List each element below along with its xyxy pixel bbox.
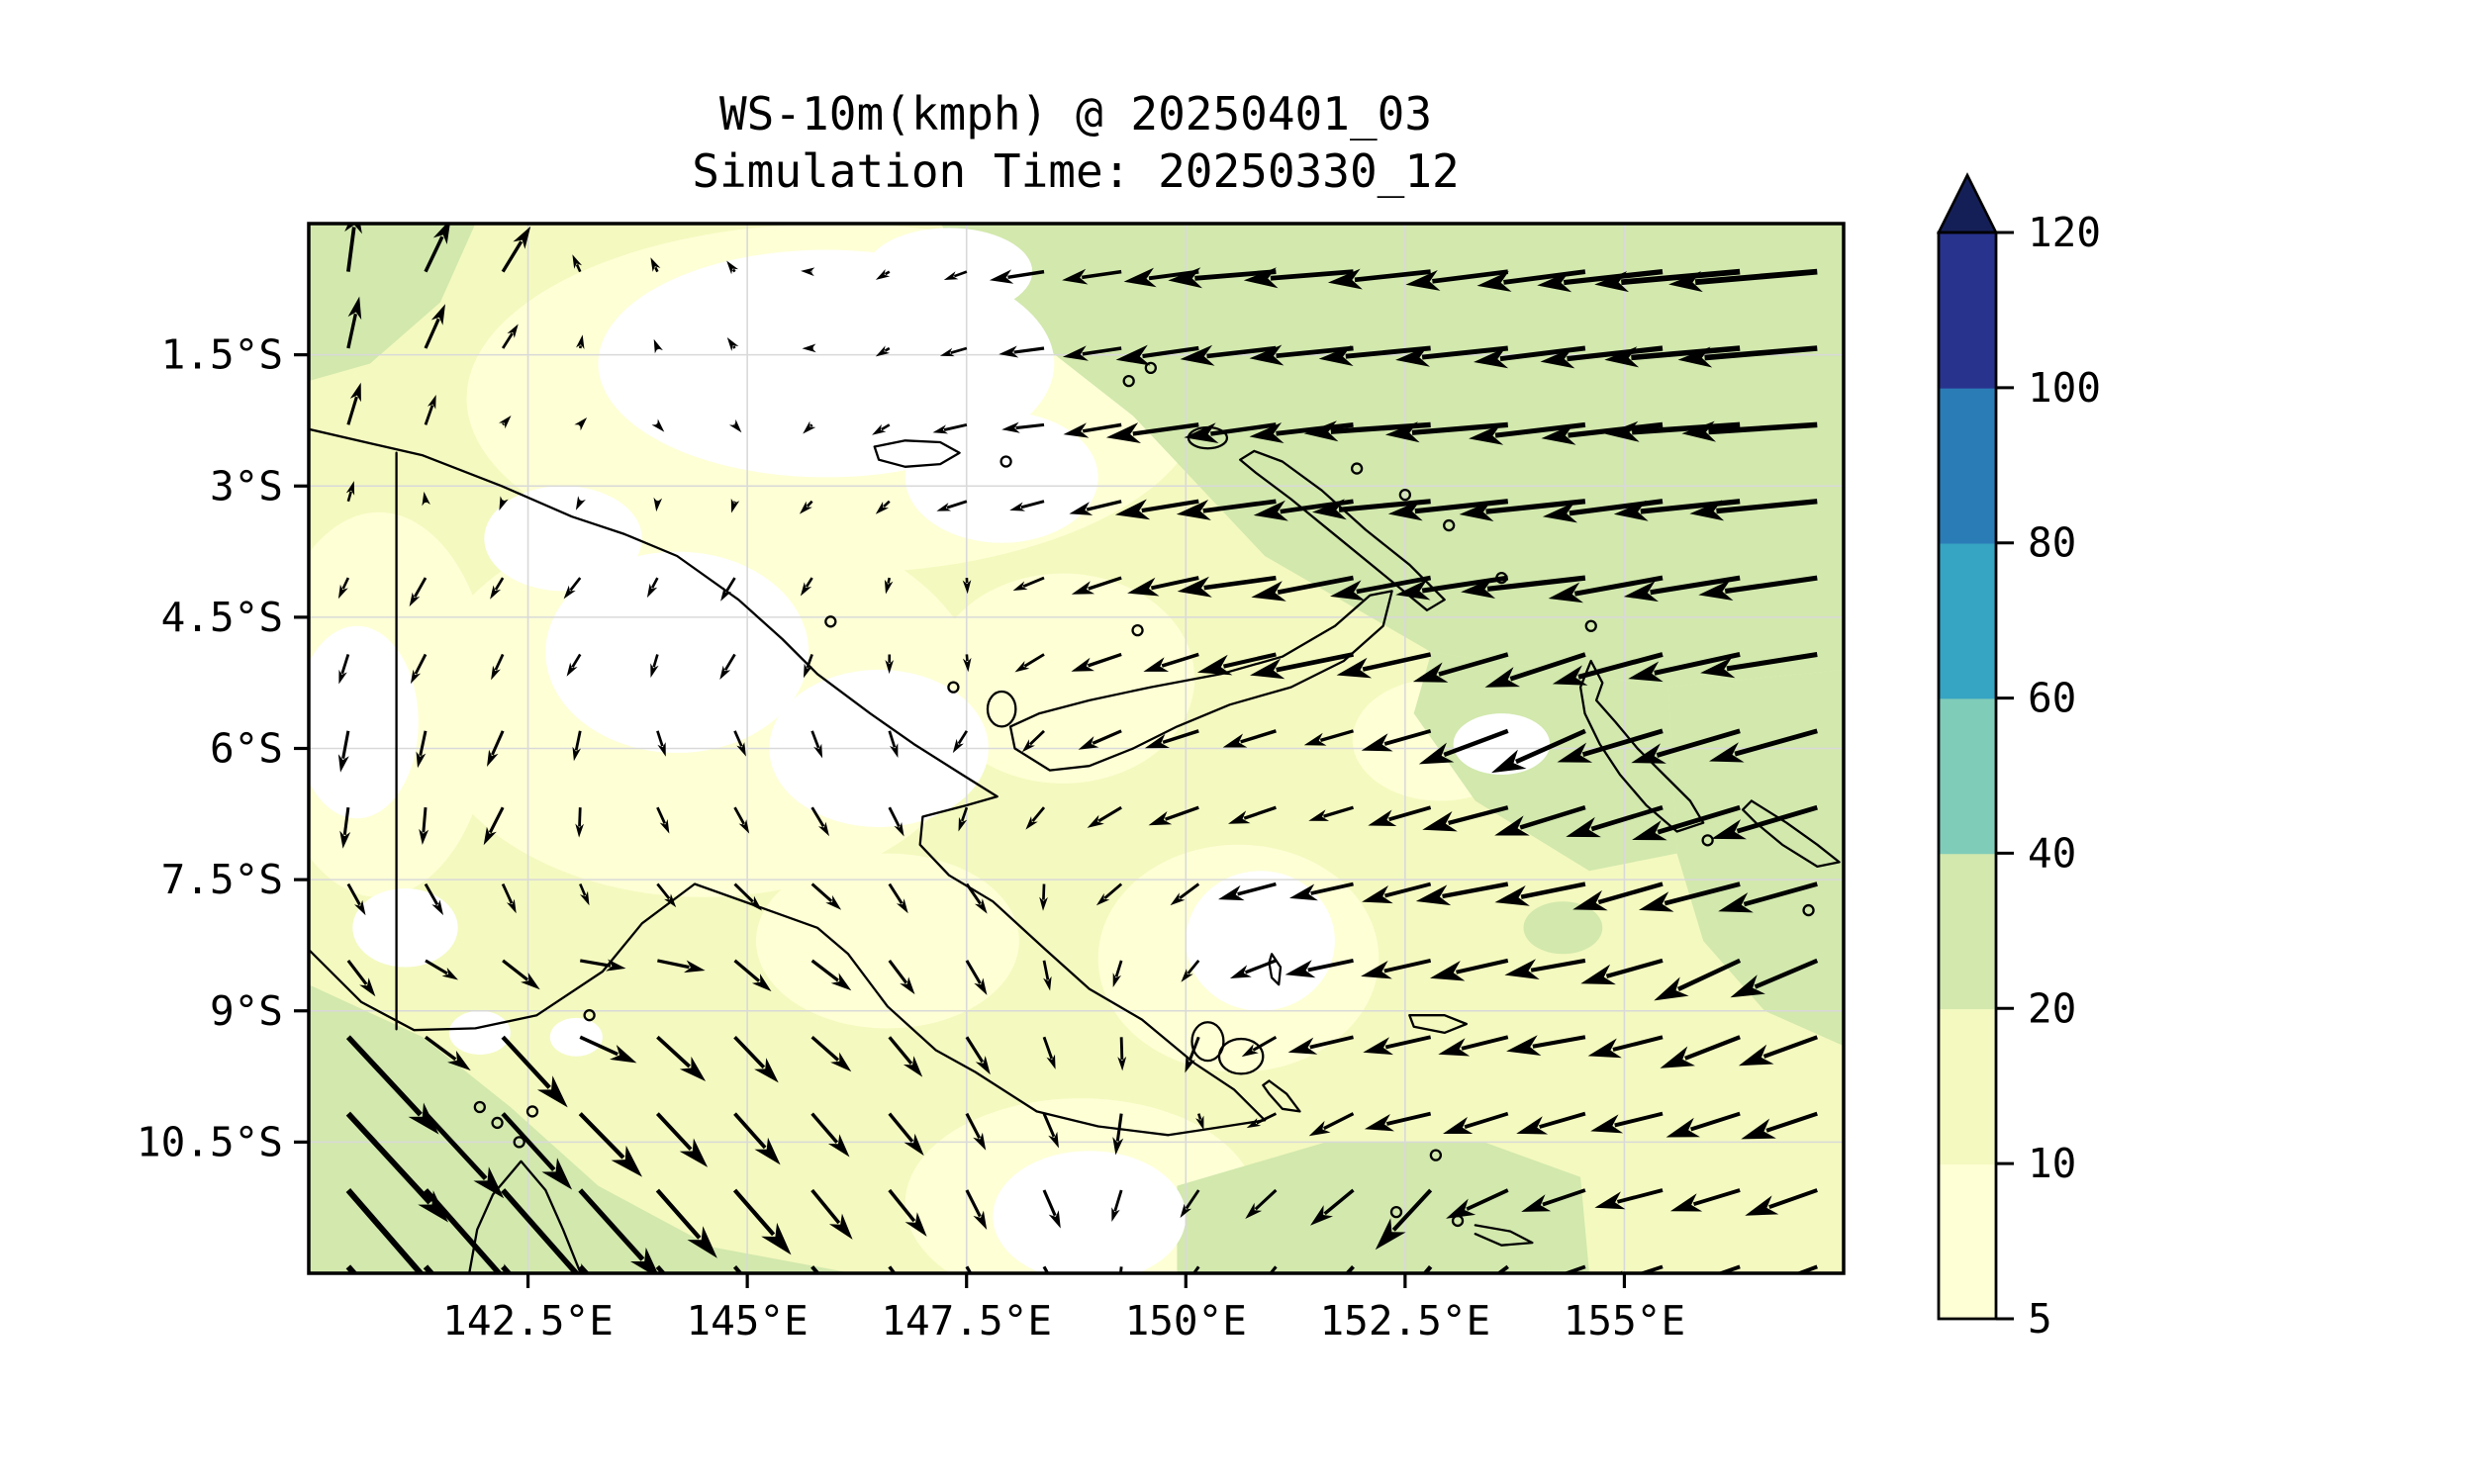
island-outline	[986, 690, 1017, 728]
island-dot	[947, 681, 960, 694]
colorbar-tick-label: 100	[2028, 364, 2101, 412]
y-tick-label: 1.5°S	[161, 331, 283, 379]
coastline-woodlark	[1408, 1014, 1469, 1035]
y-tick-label: 4.5°S	[161, 594, 283, 641]
colorbar-segment	[1939, 542, 1996, 699]
colorbar-extend-arrow	[1936, 172, 1999, 234]
coastline-manus	[873, 439, 961, 468]
y-tick-label: 3°S	[210, 462, 283, 510]
colorbar-segment	[1939, 1008, 1996, 1164]
colorbar-tick-label: 60	[2028, 675, 2076, 722]
y-tick-label: 7.5°S	[161, 856, 283, 903]
island-dot	[491, 1116, 504, 1130]
colorbar-segment	[1939, 853, 1996, 1010]
figure-subtitle: Simulation Time: 20250330_12	[692, 144, 1460, 198]
colorbar-tick-label: 120	[2028, 209, 2101, 256]
colorbar: 5 10 20 40 60 80 100 120	[1936, 172, 2101, 1343]
colorbar-tick-label: 40	[2028, 829, 2076, 877]
coastline-bougainville	[1578, 659, 1705, 833]
contour-layer-lt5	[309, 228, 1551, 1273]
coastline-new-guinea-mainland	[309, 427, 1267, 1137]
x-tick-label: 155°E	[1564, 1297, 1685, 1345]
island-dot	[1122, 374, 1135, 388]
map-area	[309, 224, 1844, 1273]
axis-ticks	[294, 353, 1627, 1288]
colorbar-tick-label: 10	[2028, 1140, 2076, 1187]
y-tick-label: 10.5°S	[137, 1118, 283, 1165]
island-dot	[583, 1009, 596, 1022]
island-dot	[1144, 361, 1157, 375]
island-dot	[1398, 488, 1412, 502]
x-tick-label: 152.5°E	[1319, 1297, 1490, 1345]
island-dot	[513, 1136, 525, 1149]
colorbar-tick-label: 5	[2028, 1295, 2052, 1343]
island-dot	[1131, 623, 1144, 637]
island-dot	[1584, 619, 1597, 632]
coastline-tagula	[1474, 1224, 1534, 1247]
contour-layer-20-40	[309, 224, 1844, 1273]
colorbar-segment	[1939, 1163, 1996, 1320]
island-dot	[1701, 834, 1714, 847]
island-dot	[824, 615, 837, 628]
figure-title: WS-10m(kmph) @ 20250401_03	[718, 87, 1433, 140]
island-dot	[1350, 462, 1364, 475]
x-tick-label: 142.5°E	[442, 1297, 614, 1345]
coastline-new-ireland	[1239, 449, 1446, 611]
colorbar-tick-label: 20	[2028, 984, 2076, 1032]
coastline-kiriwina	[1268, 953, 1283, 986]
colorbar-segment	[1939, 697, 1996, 855]
colorbar-segment	[1939, 387, 1996, 544]
island-dot	[473, 1100, 486, 1114]
island-outline	[1217, 1037, 1265, 1075]
x-tick-label: 150°E	[1125, 1297, 1247, 1345]
island-outline	[1190, 1021, 1225, 1063]
island-dot	[1429, 1149, 1443, 1161]
graticule-gridlines	[309, 224, 1844, 1273]
coastline-choiseul	[1741, 799, 1841, 869]
y-tick-label: 6°S	[210, 725, 283, 773]
island-dot	[1389, 1205, 1403, 1219]
island-dot	[525, 1105, 539, 1118]
wind-arrows-layer	[337, 224, 1819, 1273]
island-dot	[1802, 903, 1815, 917]
x-tick-label: 145°E	[686, 1297, 808, 1345]
colorbar-segment	[1939, 232, 1996, 389]
island-dot	[999, 455, 1012, 468]
y-tick-label: 9°S	[210, 987, 283, 1035]
coastline-cape-york	[468, 1159, 582, 1273]
coastline-normanby	[1262, 1079, 1301, 1113]
island-dot	[1443, 518, 1456, 532]
axis-tick-labels: 1.5°S 3°S 4.5°S 6°S 7.5°S 9°S 10.5°S 142.5°E 145…	[137, 331, 1685, 1345]
colorbar-border	[1937, 231, 1998, 1321]
x-tick-label: 147.5°E	[881, 1297, 1052, 1345]
colorbar-tick-labels: 5 10 20 40 60 80 100 120	[2028, 209, 2101, 1343]
colorbar-tick-label: 80	[2028, 519, 2076, 567]
